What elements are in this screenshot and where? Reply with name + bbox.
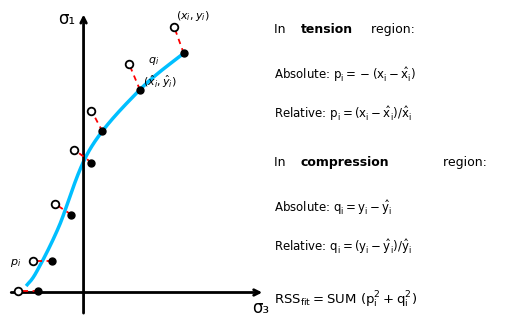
Text: Relative: $\mathrm{p_i = (x_i - \hat{x}_i)/\hat{x}_i}$: Relative: $\mathrm{p_i = (x_i - \hat{x}_…	[274, 104, 412, 123]
Text: $\mathrm{RSS_{fit} = SUM\ (p_i^2 + q_i^2)}$: $\mathrm{RSS_{fit} = SUM\ (p_i^2 + q_i^2…	[274, 289, 417, 310]
Text: σ₁: σ₁	[58, 10, 75, 29]
Text: $p_i$: $p_i$	[10, 257, 21, 268]
Text: region:: region:	[367, 23, 415, 36]
Text: tension: tension	[301, 23, 353, 36]
Text: In: In	[274, 23, 289, 36]
Text: Relative: $\mathrm{q_i = (y_i - \hat{y}_i)/\hat{y}_i}$: Relative: $\mathrm{q_i = (y_i - \hat{y}_…	[274, 237, 412, 256]
Text: Absolute: $\mathrm{p_i = -(x_i - \hat{x}_i)}$: Absolute: $\mathrm{p_i = -(x_i - \hat{x}…	[274, 65, 416, 84]
Text: region:: region:	[439, 156, 487, 169]
Text: Absolute: $\mathrm{q_i = y_i - \hat{y}_i}$: Absolute: $\mathrm{q_i = y_i - \hat{y}_i…	[274, 198, 393, 217]
Text: $(\hat{x}_i, \hat{y}_i)$: $(\hat{x}_i, \hat{y}_i)$	[143, 74, 177, 90]
Text: $q_i$: $q_i$	[148, 55, 159, 67]
Text: $(x_i, y_i)$: $(x_i, y_i)$	[176, 9, 210, 23]
Text: compression: compression	[301, 156, 389, 169]
Text: σ₃: σ₃	[252, 299, 269, 317]
Text: In: In	[274, 156, 289, 169]
